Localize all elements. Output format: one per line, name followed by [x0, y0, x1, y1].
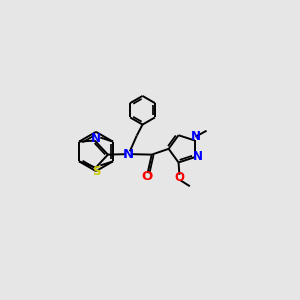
- Text: O: O: [142, 170, 153, 183]
- Text: N: N: [91, 132, 101, 145]
- Text: N: N: [123, 148, 134, 161]
- Text: S: S: [92, 165, 100, 178]
- Text: O: O: [174, 171, 184, 184]
- Text: N: N: [190, 130, 200, 143]
- Text: N: N: [193, 150, 203, 163]
